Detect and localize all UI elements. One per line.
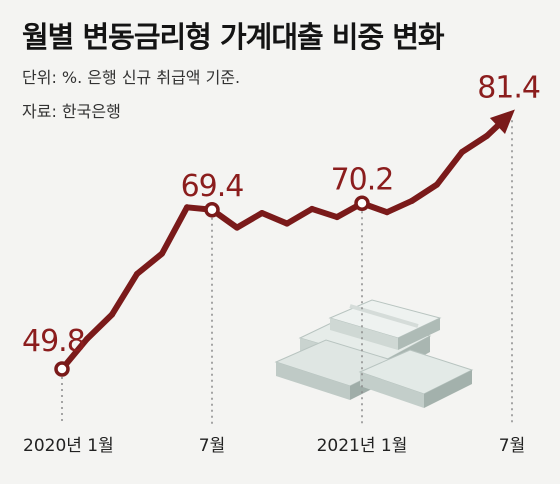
series-segment bbox=[384, 197, 415, 216]
x-tick-label: 2021년 1월 bbox=[317, 436, 408, 456]
data-label: 69.4 bbox=[181, 169, 244, 204]
data-label: 49.8 bbox=[22, 324, 85, 359]
banknote-stack-icon bbox=[274, 299, 474, 408]
series-segment bbox=[284, 205, 315, 227]
data-point bbox=[54, 361, 70, 377]
data-point bbox=[354, 195, 370, 211]
unit-note: 단위: %. 은행 신규 취급액 기준. bbox=[22, 68, 241, 87]
series-segment bbox=[109, 270, 140, 318]
series-segment bbox=[309, 205, 340, 221]
x-tick-label: 2020년 1월 bbox=[23, 436, 114, 456]
arrowhead-icon bbox=[489, 109, 515, 134]
source-note: 자료: 한국은행 bbox=[22, 102, 121, 121]
series-segment bbox=[434, 149, 465, 188]
data-label: 81.4 bbox=[477, 70, 540, 105]
data-point bbox=[204, 202, 220, 218]
series-segment bbox=[409, 181, 440, 204]
series-segment bbox=[84, 311, 115, 342]
series-segment bbox=[159, 204, 190, 257]
series-segment bbox=[259, 210, 290, 227]
x-tick-label: 7월 bbox=[499, 436, 525, 456]
series-segment bbox=[459, 132, 490, 156]
series-segment bbox=[134, 250, 165, 277]
x-tick-label: 7월 bbox=[199, 436, 225, 456]
series-segment bbox=[234, 210, 265, 231]
data-label: 70.2 bbox=[331, 162, 394, 197]
chart-title: 월별 변동금리형 가계대출 비중 변화 bbox=[22, 20, 445, 54]
